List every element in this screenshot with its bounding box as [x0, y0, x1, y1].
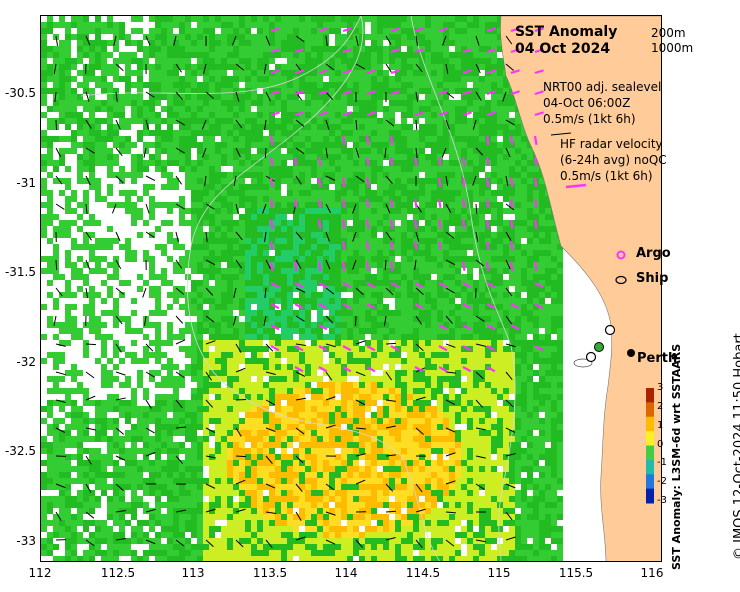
offshore-islands [573, 358, 593, 368]
colorbar-segment [646, 431, 654, 446]
hf-label: HF radar velocity [560, 137, 663, 151]
colorbar-segment [646, 488, 654, 504]
colorbar-tick: -2 [657, 476, 667, 487]
lon-tick: 115 [487, 566, 511, 580]
hf-radar-velocity-vectors [269, 27, 544, 373]
colorbar-segment [646, 445, 654, 461]
colorbar-tick: 0 [657, 439, 664, 450]
colorbar-tick: 2 [657, 401, 664, 412]
altimetry-velocity-vectors [53, 35, 516, 549]
altimetry-time: 04-Oct 06:00Z [543, 96, 631, 110]
lon-tick: 113 [181, 566, 205, 580]
city-marker [627, 349, 635, 357]
hf-scale-label: 0.5m/s (1kt 6h) [560, 169, 653, 183]
lon-tick: 114 [334, 566, 358, 580]
colorbar-segment [646, 474, 654, 490]
lat-tick: -31 [16, 176, 36, 190]
lat-tick: -30.5 [4, 86, 36, 100]
bathymetry-contours [80, 16, 516, 561]
title-line: SST Anomaly [515, 24, 618, 40]
sst-anomaly-map [41, 16, 661, 561]
colorbar-segment [646, 388, 654, 403]
lon-tick: 115.5 [558, 566, 594, 580]
argo-marker [594, 342, 604, 352]
ship-marker [585, 351, 597, 363]
city-label: Perth [637, 351, 678, 366]
map-panel[interactable] [40, 15, 662, 562]
colorbar-tick: -1 [657, 457, 667, 468]
argo-legend-marker [616, 250, 626, 260]
land-mass [500, 16, 661, 561]
colorbar-segment [646, 459, 654, 475]
lon-tick: 112 [28, 566, 52, 580]
lon-tick: 116 [640, 566, 664, 580]
lat-tick: -32.5 [4, 444, 36, 458]
colorbar-tick: 1 [657, 420, 664, 431]
depth-200m-label: 200m [651, 26, 686, 40]
colorbar-segment [646, 416, 654, 432]
hf-legend: HF radar velocity (6-24h avg) noQC 0.5m/… [560, 136, 667, 184]
colorbar-tick: 3 [657, 382, 664, 393]
contour-1000m [187, 16, 441, 561]
lon-tick: 113.5 [252, 566, 288, 580]
lat-tick: -31.5 [4, 265, 36, 279]
colorbar-label: SST Anomaly: L3SM-6d wrt SSTAARS [670, 343, 683, 570]
colorbar-segment [646, 402, 654, 418]
title-date: 04 Oct 2024 [515, 41, 611, 57]
depth-1000m-label: 1000m [651, 41, 694, 55]
altimetry-scale-label: 0.5m/s (1kt 6h) [543, 112, 636, 126]
observation-markers [550, 132, 635, 363]
lon-tick: 114.5 [405, 566, 441, 580]
lat-tick: -33 [16, 534, 36, 548]
contour-mid [80, 16, 362, 97]
colorbar-tick: -3 [657, 495, 667, 506]
credit-line: © IMOS 12-Oct-2024 11:50 Hobart [732, 333, 740, 560]
ship-legend-label: Ship [636, 271, 669, 286]
hf-scale-arrow [565, 183, 587, 189]
ship-legend-marker [615, 275, 627, 285]
argo-legend-label: Argo [636, 246, 671, 261]
sst-anomaly-field [41, 16, 563, 561]
contour-200m [410, 16, 516, 561]
altimetry-legend: NRT00 adj. sealevel 04-Oct 06:00Z 0.5m/s… [543, 79, 661, 127]
altimetry-scale-arrow [550, 132, 572, 136]
lon-tick: 112.5 [100, 566, 136, 580]
lat-tick: -32 [16, 355, 36, 369]
colorbar [646, 388, 654, 504]
hf-averaging: (6-24h avg) noQC [560, 153, 667, 167]
map-title: SST Anomaly 04 Oct 2024 [515, 24, 617, 58]
ship-marker [604, 324, 616, 336]
altimetry-label: NRT00 adj. sealevel [543, 80, 662, 94]
depth-legend: 200m 1000m [651, 26, 693, 56]
